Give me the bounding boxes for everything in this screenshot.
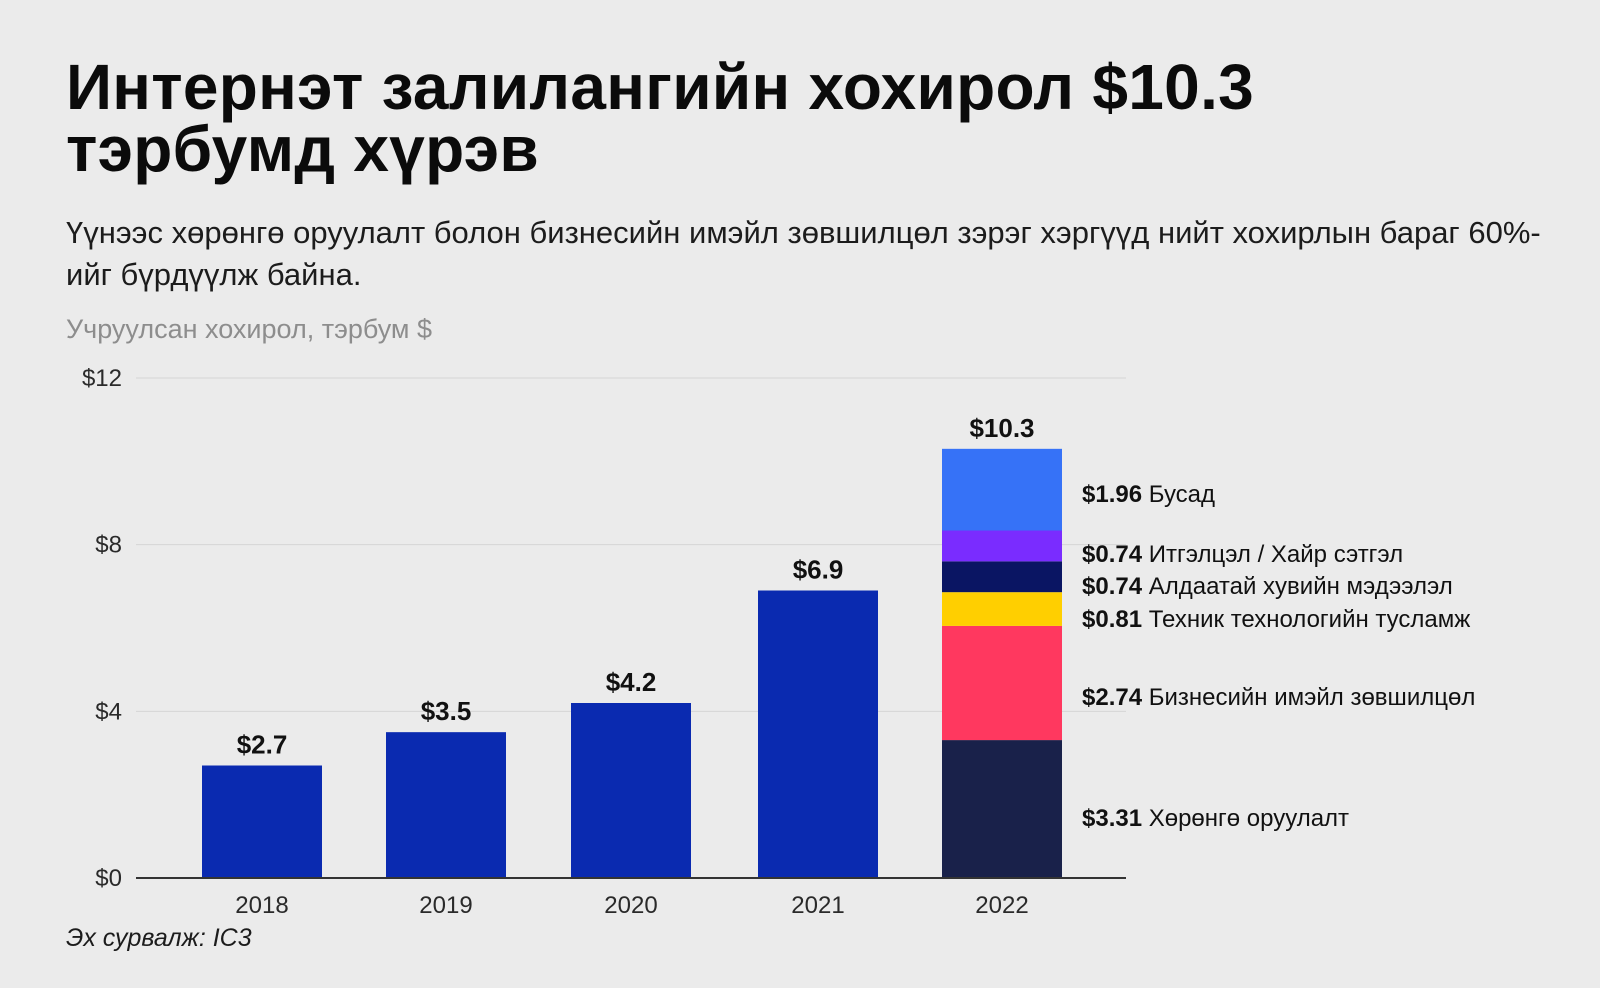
segment-value: $1.96 — [1082, 481, 1142, 508]
stacked-segment — [942, 561, 1062, 593]
unit-note: Учруулсан хохирол, тэрбум $ — [66, 314, 433, 344]
chart-title: Интернэт залилангийн хохирол $10.3 тэрбу… — [66, 51, 1255, 185]
stacked-segment — [942, 448, 1062, 531]
bar-value-label: $4.2 — [606, 667, 657, 697]
y-tick-label: $0 — [95, 865, 122, 892]
bars — [202, 448, 1062, 878]
segment-name: Бизнесийн имэйл зөвшилцөл — [1142, 684, 1475, 711]
segment-value: $0.74 — [1082, 541, 1143, 568]
segment-name: Итгэлцэл / Хайр сэтгэл — [1142, 541, 1403, 568]
segment-label: $0.74 Итгэлцэл / Хайр сэтгэл — [1082, 541, 1403, 568]
segment-name: Алдаатай хувийн мэдээлэл — [1142, 573, 1453, 600]
stacked-segment — [942, 592, 1062, 626]
segment-name: Техник технологийн тусламж — [1142, 606, 1470, 633]
y-tick-label: $8 — [95, 532, 122, 559]
segment-label: $3.31 Хөрөнгө оруулалт — [1082, 805, 1349, 832]
stacked-segment — [942, 740, 1062, 878]
segment-labels: $3.31 Хөрөнгө оруулалт $2.74 Бизнесийн им… — [1082, 481, 1475, 832]
x-category-label: 2022 — [975, 892, 1028, 919]
x-category-label: 2020 — [604, 892, 657, 919]
bar-value-label: $3.5 — [421, 696, 472, 726]
bar — [386, 732, 506, 878]
segment-value: $3.31 — [1082, 805, 1142, 832]
x-category-label: 2019 — [419, 892, 472, 919]
segment-label: $1.96 Бусад — [1082, 481, 1215, 508]
y-axis-ticks: $0 $4 $8 $12 — [82, 365, 122, 892]
segment-value: $2.74 — [1082, 684, 1143, 711]
segment-name: Хөрөнгө оруулалт — [1142, 805, 1349, 832]
bar-value-label: $2.7 — [237, 730, 288, 760]
bar — [571, 703, 691, 878]
bar — [758, 590, 878, 878]
chart-subtitle: Үүнээс хөрөнгө оруулалт болон бизнесийн … — [66, 215, 1541, 292]
segment-label: $0.74 Алдаатай хувийн мэдээлэл — [1082, 573, 1453, 600]
x-axis-categories: 2018 2019 2020 2021 2022 — [235, 892, 1028, 919]
bar-value-label: $6.9 — [793, 555, 844, 585]
y-tick-label: $4 — [95, 698, 122, 725]
y-tick-label: $12 — [82, 365, 122, 392]
segment-value: $0.74 — [1082, 573, 1143, 600]
segment-value: $0.81 — [1082, 606, 1142, 633]
bar-value-label: $10.3 — [969, 413, 1034, 443]
stacked-segment — [942, 625, 1062, 741]
x-category-label: 2018 — [235, 892, 288, 919]
segment-name: Бусад — [1142, 481, 1215, 508]
stacked-segment — [942, 530, 1062, 562]
segment-label: $2.74 Бизнесийн имэйл зөвшилцөл — [1082, 684, 1475, 711]
bar — [202, 765, 322, 878]
source-note: Эх сурвалж: IC3 — [66, 924, 252, 952]
segment-label: $0.81 Техник технологийн тусламж — [1082, 606, 1470, 633]
x-category-label: 2021 — [791, 892, 844, 919]
bar-value-labels: $2.7 $3.5 $4.2 $6.9 $10.3 — [237, 413, 1035, 760]
